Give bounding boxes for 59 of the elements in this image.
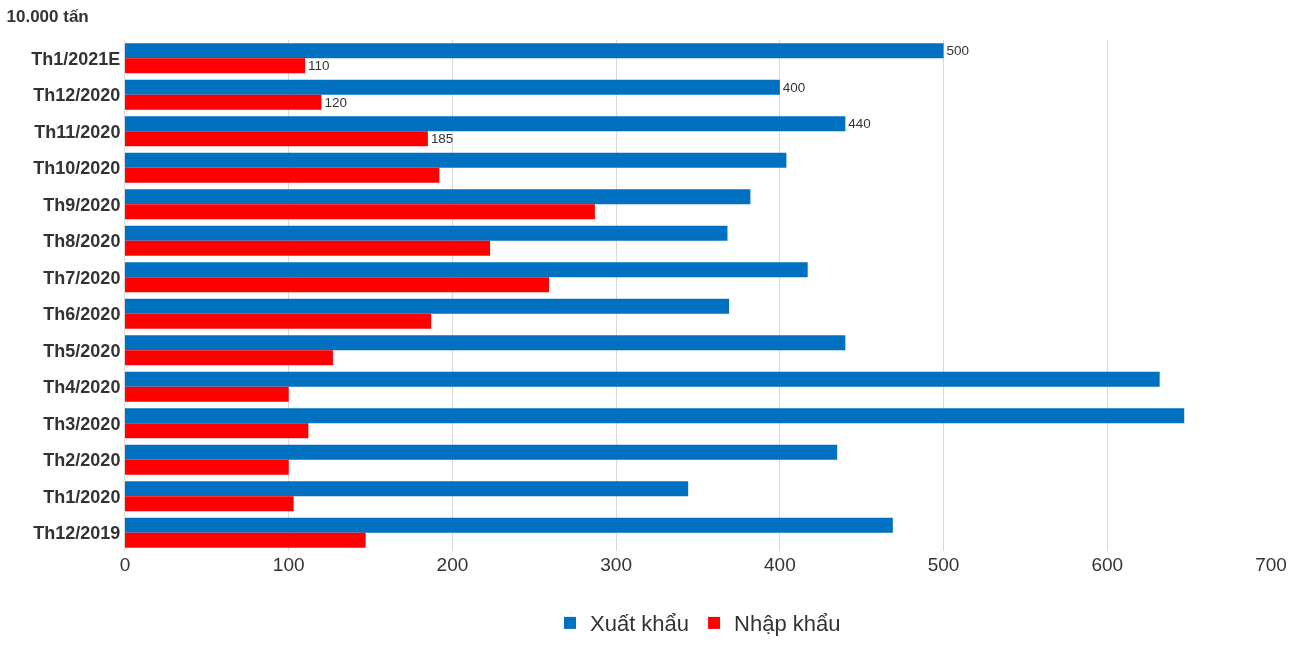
bar (125, 152, 787, 168)
y-tick-label: Th1/2021E (31, 48, 121, 69)
data-label: 110 (308, 58, 330, 74)
bar (125, 371, 1160, 387)
y-tick-label: Th8/2020 (43, 231, 121, 252)
bar (125, 350, 333, 366)
x-tick-label: 0 (119, 554, 131, 575)
y-tick-label: Th9/2020 (43, 194, 121, 215)
data-label: 400 (782, 79, 806, 95)
bar (125, 43, 944, 59)
x-tick-label: 400 (764, 554, 796, 575)
bar (125, 204, 595, 220)
y-tick-label: Th12/2020 (33, 85, 121, 106)
bar (125, 189, 751, 205)
bar (125, 481, 689, 497)
bar (125, 116, 846, 132)
bar (125, 423, 309, 439)
x-tick-label: 500 (927, 554, 960, 575)
bar (125, 262, 808, 278)
y-tick-label: Th10/2020 (33, 158, 121, 179)
bar (125, 408, 1185, 424)
x-tick-label: 700 (1255, 554, 1287, 575)
bar (125, 532, 366, 548)
bar (125, 225, 728, 241)
y-tick-label: Th4/2020 (43, 377, 121, 398)
x-tick-label: 600 (1091, 554, 1124, 575)
bar (125, 517, 893, 533)
data-label: 120 (324, 94, 347, 110)
legend-label: Nhập khẩu (734, 611, 841, 637)
bar (125, 444, 838, 460)
y-tick-label: Th6/2020 (43, 304, 121, 325)
data-label: 440 (848, 116, 871, 132)
data-label: 500 (946, 43, 970, 59)
bar (125, 167, 440, 183)
data-label: 185 (430, 131, 454, 147)
bar (125, 313, 432, 329)
y-tick-label: Th1/2020 (43, 486, 121, 507)
x-tick-label: 300 (600, 554, 632, 575)
y-tick-label: Th2/2020 (43, 450, 121, 471)
bar (125, 496, 294, 512)
x-tick-label: 200 (436, 554, 469, 575)
x-tick-label: 100 (272, 554, 305, 575)
bar (125, 386, 289, 402)
y-tick-label: Th5/2020 (43, 340, 121, 361)
bar (125, 277, 550, 293)
bar (125, 298, 730, 314)
y-tick-label: Th7/2020 (43, 267, 121, 288)
y-tick-label: Th12/2019 (33, 523, 121, 544)
legend-label: Xuất khẩu (590, 611, 690, 637)
y-tick-label: Th3/2020 (43, 413, 121, 434)
bar (125, 79, 780, 95)
bar (125, 131, 428, 147)
chart-title: 10.000 tấn (6, 6, 89, 26)
bar (125, 94, 322, 110)
bar (125, 335, 846, 351)
y-tick-label: Th11/2020 (34, 121, 121, 142)
bar (125, 459, 289, 475)
bar (125, 240, 491, 256)
bar (125, 58, 306, 74)
